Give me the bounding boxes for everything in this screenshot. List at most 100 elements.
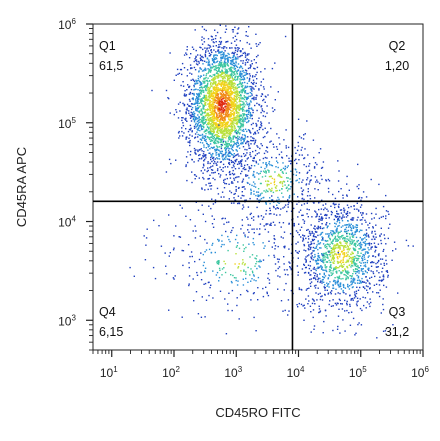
event-point (288, 310, 290, 312)
event-point (199, 141, 202, 144)
event-point (211, 63, 214, 66)
event-point (349, 264, 351, 266)
event-point (227, 91, 229, 93)
event-point (301, 214, 303, 217)
event-point (233, 124, 235, 127)
event-point (235, 100, 237, 102)
event-point (204, 109, 207, 111)
event-point (203, 146, 205, 148)
event-point (274, 248, 276, 250)
event-point (210, 92, 213, 95)
event-point (234, 79, 237, 81)
event-point (347, 214, 349, 217)
event-point (372, 236, 375, 238)
event-point (248, 147, 250, 149)
event-point (214, 83, 217, 85)
event-point (238, 144, 240, 146)
event-point (223, 120, 226, 122)
event-point (352, 265, 354, 267)
event-point (240, 125, 242, 127)
event-point (346, 302, 348, 304)
event-point (347, 245, 349, 248)
event-point (191, 113, 193, 115)
event-point (217, 109, 219, 111)
event-point (329, 265, 332, 267)
event-point (320, 232, 323, 234)
event-point (355, 229, 357, 231)
event-point (230, 57, 232, 59)
event-point (250, 123, 253, 126)
event-point (338, 275, 341, 277)
event-point (221, 104, 224, 106)
event-point (346, 235, 349, 238)
event-point (221, 124, 224, 127)
event-point (197, 94, 199, 96)
event-point (331, 273, 334, 275)
event-point (203, 60, 206, 62)
event-point (284, 309, 286, 312)
event-point (244, 87, 246, 89)
event-point (209, 100, 211, 102)
event-point (234, 120, 237, 122)
event-point (253, 190, 255, 192)
event-point (246, 82, 249, 85)
event-point (361, 244, 363, 246)
event-point (198, 60, 200, 63)
event-point (302, 234, 304, 236)
event-point (303, 243, 305, 246)
event-point (330, 247, 332, 249)
event-point (175, 159, 177, 161)
event-point (317, 277, 320, 279)
event-point (315, 211, 317, 213)
event-point (382, 303, 384, 306)
event-point (311, 230, 313, 233)
event-point (203, 69, 205, 71)
event-point (315, 181, 317, 183)
event-point (204, 80, 206, 82)
event-point (351, 283, 353, 285)
event-point (271, 156, 273, 159)
event-point (350, 218, 352, 221)
event-point (352, 236, 354, 238)
event-point (361, 259, 363, 262)
event-point (229, 132, 231, 134)
event-point (270, 164, 273, 166)
event-point (200, 279, 203, 281)
event-point (353, 243, 356, 246)
event-point (255, 43, 257, 45)
event-point (272, 205, 275, 208)
event-point (257, 195, 259, 197)
event-point (200, 101, 202, 103)
event-point (256, 102, 258, 105)
event-point (215, 92, 217, 94)
event-point (210, 82, 212, 84)
event-point (204, 112, 206, 114)
event-point (322, 239, 324, 241)
event-point (208, 145, 210, 147)
event-point (334, 302, 337, 305)
event-point (261, 176, 264, 178)
event-point (217, 77, 219, 79)
event-point (270, 199, 273, 201)
event-point (212, 107, 214, 109)
event-point (215, 152, 217, 154)
event-point (360, 324, 363, 326)
event-point (280, 151, 283, 153)
event-point (345, 261, 347, 264)
event-point (387, 210, 389, 213)
event-point (309, 194, 311, 197)
event-point (313, 266, 315, 269)
event-point (260, 166, 262, 168)
event-point (243, 264, 246, 266)
event-point (234, 131, 236, 133)
event-point (212, 82, 214, 85)
event-point (265, 166, 268, 168)
event-point (393, 241, 396, 243)
event-point (215, 102, 218, 104)
event-point (223, 136, 225, 139)
event-point (308, 238, 310, 240)
event-point (221, 154, 224, 156)
event-point (225, 70, 227, 72)
event-point (234, 122, 236, 125)
event-point (251, 114, 253, 117)
